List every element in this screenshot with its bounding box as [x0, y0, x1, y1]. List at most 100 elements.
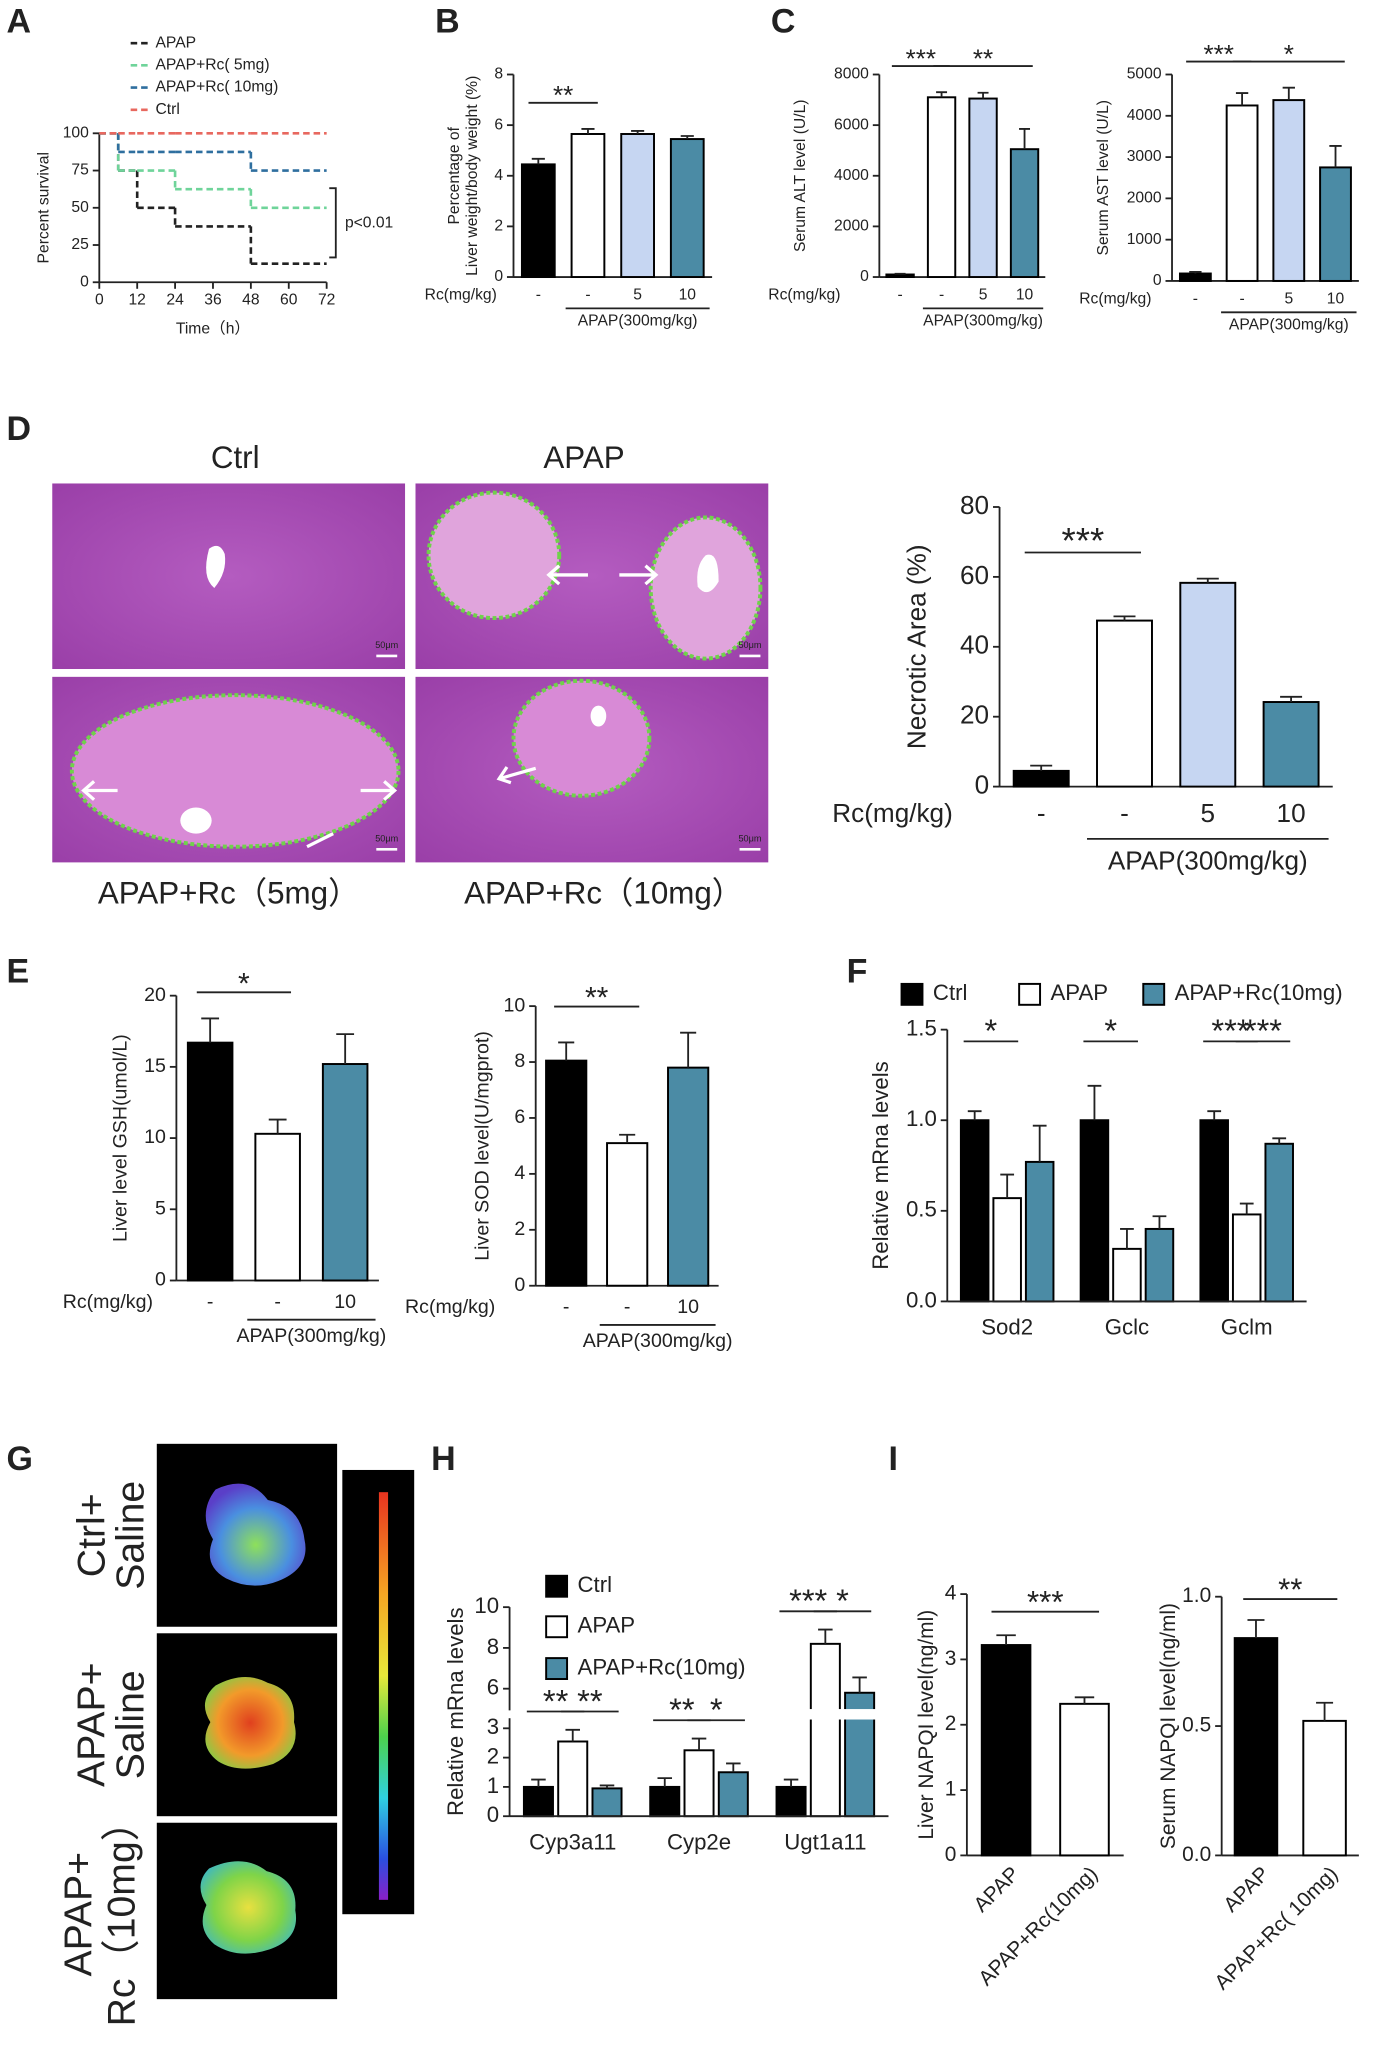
y-axis-label: Percentage of [446, 126, 463, 224]
legend-label: Ctrl [578, 1572, 613, 1597]
error-bar [1032, 1124, 1047, 1162]
bar [570, 133, 606, 279]
y-tick-label: 8 [494, 66, 503, 83]
x-tick-label: Cyp3a11 [529, 1830, 616, 1855]
error-bar [977, 91, 989, 99]
bar [186, 1041, 234, 1282]
error-bar [936, 91, 948, 98]
significance: *** [1061, 520, 1104, 561]
y-tick-label: 0 [155, 1269, 166, 1291]
y-tick-label: 10 [474, 1593, 499, 1618]
y-tick-label: 2 [494, 218, 503, 235]
micrograph: APAP 50μm [415, 440, 769, 670]
error-bar [531, 157, 545, 165]
bar [649, 1785, 681, 1818]
image-title: APAP+Rc（10mg） [464, 875, 743, 910]
row-label: Rc(mg/kg) [1079, 290, 1151, 307]
y-axis-label: Liver level GSH(umol/L) [110, 1034, 132, 1242]
legend-label: APAP [1051, 980, 1109, 1005]
x-tick-label: - [1239, 290, 1244, 307]
error-bar [1196, 577, 1219, 583]
central-vein [697, 554, 719, 593]
bar [1262, 701, 1320, 788]
error-bar [1113, 615, 1136, 621]
y-axis-label: Liver SOD level(U/mgprot) [472, 1031, 494, 1261]
bar [1231, 1213, 1262, 1303]
y-tick-label: 1000 [1127, 231, 1162, 248]
error-bar [1019, 128, 1031, 150]
y-tick-label: 0 [1153, 272, 1162, 289]
panel-label: G [7, 1440, 33, 1478]
bar [545, 1059, 588, 1287]
arrows [81, 780, 398, 849]
significance: * [710, 1691, 723, 1728]
y-tick-label: 4000 [1127, 107, 1162, 124]
liver-signal [204, 1676, 296, 1769]
bar [321, 1063, 369, 1282]
error-bar [1000, 1173, 1015, 1199]
y-tick-label: 0.5 [1182, 1714, 1211, 1737]
y-tick-label: 2000 [834, 218, 869, 235]
liver-signal [205, 1483, 306, 1586]
error-bar [1235, 92, 1249, 106]
x-tick-label: 60 [280, 292, 298, 309]
annotation: p<0.01 [345, 215, 393, 232]
x-tick-label: 10 [1016, 286, 1034, 303]
y-axis-label: Serum NAPQI level(ng/ml) [1157, 1603, 1180, 1849]
y-tick-label: 1.5 [906, 1015, 937, 1040]
legend-swatch [545, 1574, 569, 1598]
y-tick-label: 50 [71, 199, 89, 216]
x-tick-label: Gclc [1105, 1315, 1149, 1340]
significance: ** [973, 44, 993, 74]
error-bar [1329, 145, 1342, 168]
bar [1264, 1142, 1294, 1303]
row-label: Rc(mg/kg) [768, 286, 840, 303]
bar [992, 1197, 1022, 1303]
row-label: Rc(mg/kg) [425, 286, 497, 303]
group-label: APAP(300mg/kg) [583, 1330, 733, 1352]
scale-bar-label: 50μm [738, 640, 761, 650]
legend-swatch [900, 982, 924, 1006]
significance: ** [577, 1682, 603, 1719]
x-tick-label: 12 [128, 292, 145, 309]
error-bar [1189, 270, 1202, 274]
error-bar [1282, 86, 1295, 101]
panel-label: A [7, 3, 32, 41]
imaging: G Ctrl+ Saline APAP+ Saline APAP+ Rc（10m… [7, 1440, 415, 2027]
x-tick-label: 0 [95, 292, 104, 309]
error-bar [894, 272, 906, 275]
bar [959, 1119, 990, 1303]
error-bar [967, 1110, 982, 1121]
colorbar-background [342, 1469, 415, 1915]
y-tick-label: 1 [945, 1778, 957, 1801]
x-tick-label: - [1193, 290, 1198, 307]
x-tick-label: - [274, 1291, 281, 1313]
bar [1144, 1227, 1175, 1303]
bar [606, 1142, 649, 1287]
imaging-labels: Ctrl+ Saline APAP+ Saline APAP+ Rc（10mg） [57, 1481, 152, 2027]
error-bar [1152, 1215, 1167, 1229]
significance: * [985, 1012, 998, 1049]
significance: *** [1027, 1585, 1064, 1620]
error-bar [1247, 1619, 1265, 1639]
panel-label: B [435, 3, 460, 41]
y-tick-label: 2 [487, 1743, 499, 1768]
legend-swatch [545, 1657, 569, 1680]
significance: *** [906, 44, 937, 74]
y-axis-label: Liver weight/body weight (%) [464, 76, 481, 276]
y-tick-label: 4 [514, 1162, 525, 1184]
necrotic-area [69, 693, 401, 849]
legend-label: APAP [155, 34, 196, 51]
y-tick-label: 3 [945, 1647, 957, 1670]
necrotic-area [511, 678, 652, 798]
y-axis-label: Serum AST level (U/L) [1095, 100, 1112, 255]
x-tick-label: Gclm [1221, 1315, 1273, 1340]
y-tick-label: 0.0 [1182, 1843, 1211, 1866]
y-tick-label: 8 [487, 1634, 499, 1659]
bar [809, 1642, 841, 1818]
significance: * [1104, 1012, 1117, 1049]
error-bar [631, 130, 645, 134]
y-tick-label: 8 [514, 1050, 525, 1072]
error-bar [726, 1762, 741, 1773]
